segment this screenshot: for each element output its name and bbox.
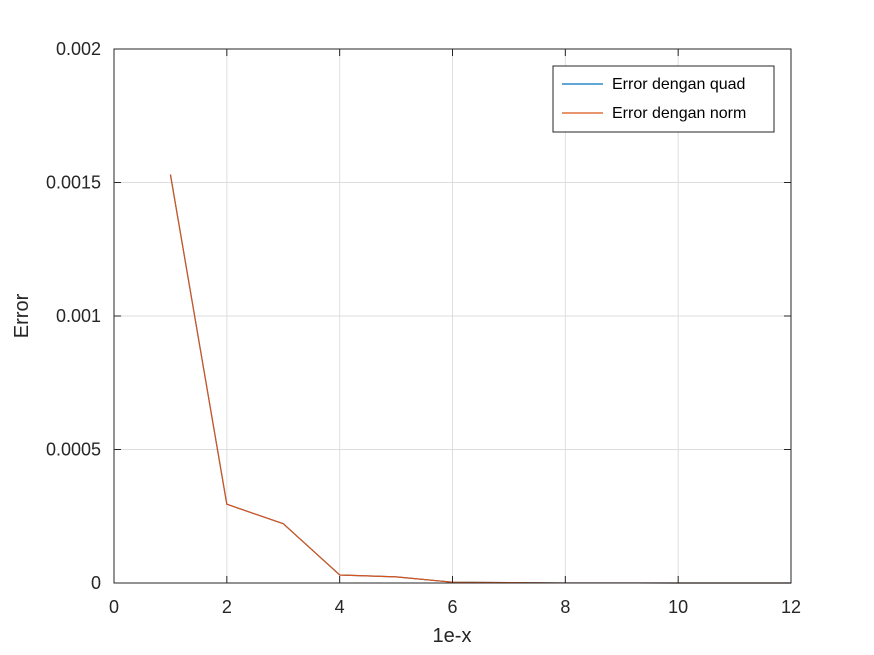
- legend-label-quad: Error dengan quad: [612, 76, 745, 93]
- axis-ticks: [113, 48, 792, 584]
- x-tick-label: 6: [447, 597, 457, 617]
- y-tick-labels: 0 0.0005 0.001 0.0015 0.002: [46, 39, 101, 593]
- y-tick-label: 0.0005: [46, 440, 101, 460]
- x-tick-label: 8: [560, 597, 570, 617]
- grid-lines: [114, 49, 791, 583]
- legend-box: [552, 65, 775, 133]
- x-tick-label: 0: [109, 597, 119, 617]
- x-tick-label: 4: [335, 597, 345, 617]
- x-axis-label: 1e-x: [433, 625, 472, 647]
- legend: Error dengan quad Error dengan norm: [552, 65, 775, 133]
- x-tick-label: 10: [668, 597, 688, 617]
- x-tick-label: 2: [222, 597, 232, 617]
- legend-label-norm: Error dengan norm: [612, 105, 746, 122]
- y-axis-label: Error: [11, 293, 33, 338]
- x-tick-labels: 0 2 4 6 8 10 12: [109, 597, 801, 617]
- y-tick-label: 0.001: [56, 306, 101, 326]
- y-tick-label: 0: [91, 573, 101, 593]
- y-tick-label: 0.0015: [46, 173, 101, 193]
- x-tick-label: 12: [781, 597, 801, 617]
- y-tick-label: 0.002: [56, 39, 101, 59]
